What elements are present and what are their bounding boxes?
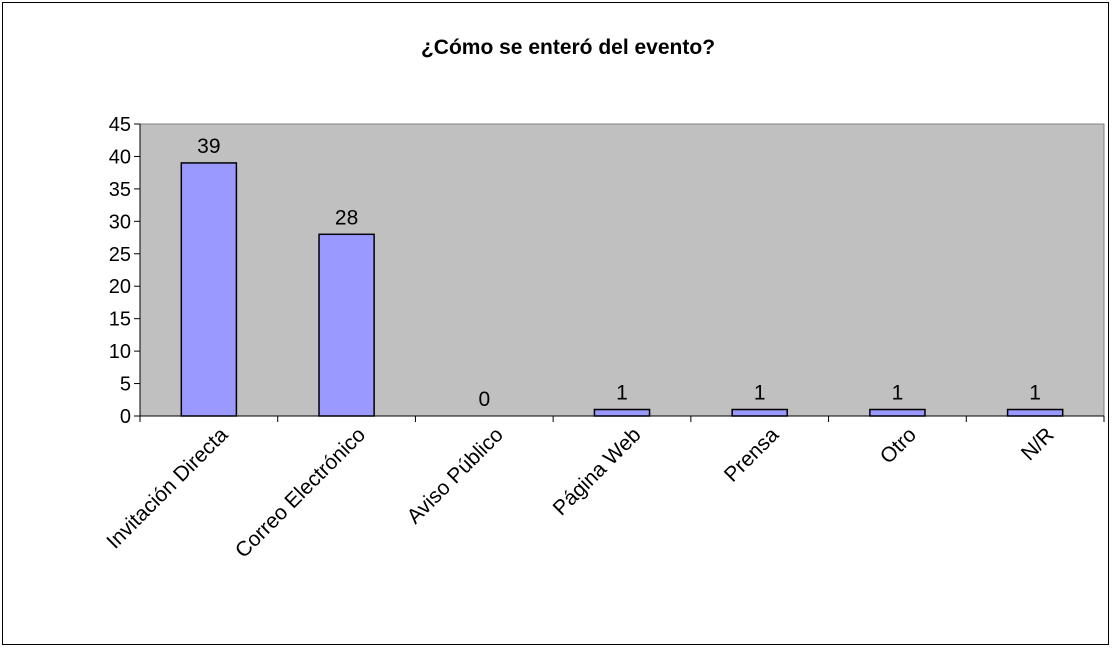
data-label-1: 28 — [335, 206, 358, 229]
chart-title: ¿Cómo se enteró del evento? — [421, 36, 715, 59]
y-tick-label: 40 — [109, 146, 131, 168]
bar-0 — [180, 162, 238, 417]
data-labels: 39 28 0 1 1 1 1 — [197, 135, 1041, 411]
plot-area — [139, 123, 1105, 417]
data-label-2: 0 — [478, 388, 490, 411]
category-label-1: Correo Electrónico — [231, 423, 370, 562]
y-tick-label: 30 — [109, 211, 131, 233]
category-label-5: Otro — [876, 423, 921, 468]
data-label-5: 1 — [892, 382, 904, 405]
y-tick-label: 5 — [120, 374, 131, 396]
bar-5 — [869, 408, 926, 417]
category-label-0: Invitación Directa — [102, 423, 232, 553]
bar-4 — [731, 408, 789, 417]
y-tick-label: 15 — [109, 309, 131, 331]
y-axis: 0 5 10 15 20 25 30 35 40 45 — [109, 114, 141, 428]
data-label-3: 1 — [616, 382, 628, 405]
bar-3 — [593, 408, 651, 417]
x-axis — [139, 415, 1105, 422]
bar-6 — [1006, 408, 1064, 417]
category-label-4: Prensa — [720, 423, 784, 487]
category-label-3: Página Web — [549, 423, 646, 520]
y-tick-label: 20 — [109, 276, 131, 298]
y-tick-label: 0 — [120, 406, 131, 428]
data-label-4: 1 — [754, 382, 766, 405]
data-label-6: 1 — [1029, 382, 1041, 405]
bars — [180, 162, 1064, 417]
y-tick-label: 10 — [109, 341, 131, 363]
y-tick-label: 25 — [109, 244, 131, 266]
category-label-2: Aviso Público — [403, 423, 508, 528]
y-tick-label: 45 — [109, 114, 131, 136]
bar-1 — [318, 233, 375, 417]
category-label-6: N/R — [1017, 423, 1059, 465]
data-label-0: 39 — [197, 135, 220, 158]
y-tick-label: 35 — [109, 179, 131, 201]
